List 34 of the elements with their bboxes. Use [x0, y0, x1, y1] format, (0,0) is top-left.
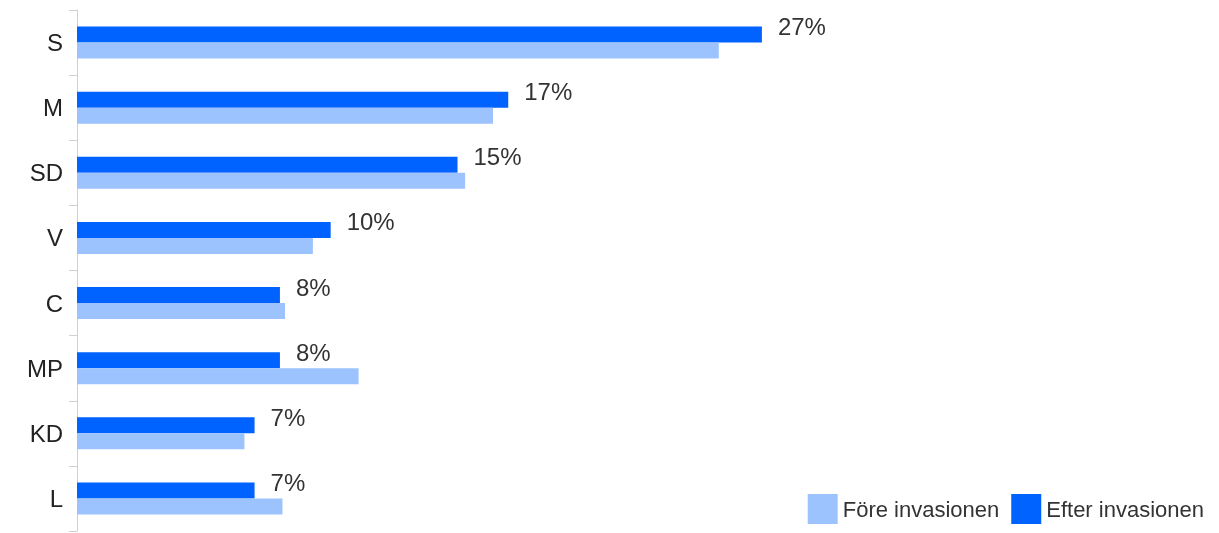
- bar: [77, 287, 280, 304]
- bar: [77, 417, 255, 434]
- y-tick-label: MP: [27, 354, 63, 382]
- data-label: 7%: [270, 468, 306, 496]
- y-tick-label: V: [46, 224, 63, 252]
- y-tick-label: C: [45, 289, 63, 317]
- data-label: 8%: [295, 338, 331, 366]
- y-tick-label: M: [43, 94, 63, 122]
- bar: [77, 26, 762, 43]
- data-label: 27%: [777, 13, 826, 41]
- legend-label: Efter invasionen: [1046, 496, 1205, 522]
- bar: [77, 237, 313, 254]
- bar: [77, 433, 245, 450]
- bar: [77, 482, 255, 499]
- bar: [77, 352, 280, 369]
- bar: [77, 221, 331, 238]
- legend-label: Före invasionen: [842, 496, 1000, 522]
- y-tick-label: L: [49, 484, 63, 512]
- bar: [77, 368, 359, 385]
- data-label: 8%: [295, 273, 331, 301]
- data-label: 17%: [524, 78, 573, 106]
- bar: [77, 42, 719, 59]
- data-label: 15%: [473, 143, 522, 171]
- y-tick-label: SD: [29, 159, 63, 187]
- bar: [77, 91, 509, 108]
- y-tick-label: S: [46, 29, 63, 57]
- bar: [77, 498, 283, 515]
- bar: [77, 107, 494, 124]
- y-tick-label: KD: [29, 419, 63, 447]
- bar: [77, 303, 286, 320]
- bar: [77, 172, 466, 189]
- data-label: 7%: [270, 403, 306, 431]
- bar: [77, 156, 458, 173]
- data-label: 10%: [346, 208, 395, 236]
